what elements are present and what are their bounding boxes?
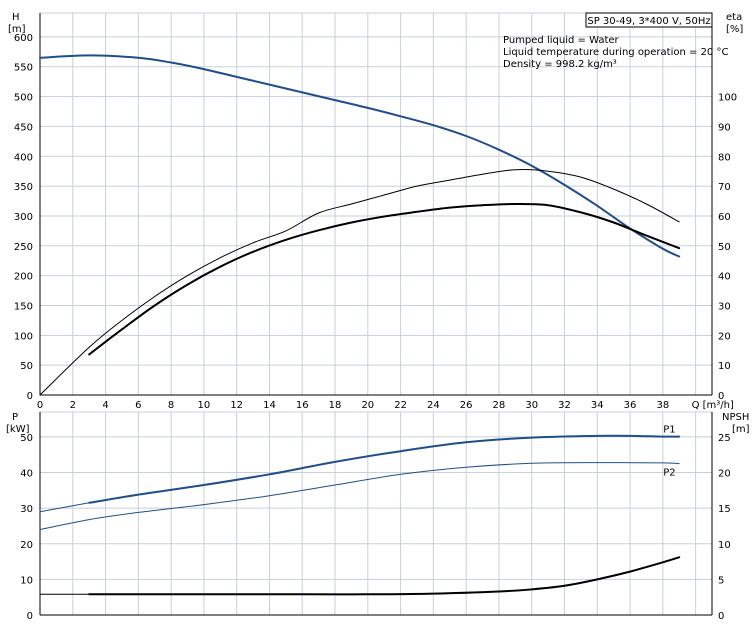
- lower-left-tick-label: 50: [20, 433, 33, 444]
- x-tick-label: 22: [394, 400, 407, 411]
- x-tick-label: 38: [656, 400, 669, 411]
- x-tick-label: 16: [296, 400, 309, 411]
- lower-right-tick-label: 20: [718, 469, 731, 480]
- npsh-curve: [88, 556, 681, 596]
- lower-right-axis-unit: [m]: [732, 424, 750, 435]
- x-tick-label: 6: [135, 400, 141, 411]
- lower-left-tick-label: 30: [20, 504, 33, 515]
- upper-left-tick-label: 300: [14, 212, 33, 223]
- upper-left-tick-label: 0: [27, 391, 33, 402]
- upper-right-tick-label: 40: [718, 272, 731, 283]
- x-tick-label: 12: [230, 400, 243, 411]
- x-tick-label: 4: [102, 400, 108, 411]
- lower-left-tick-label: 0: [27, 611, 33, 622]
- p1-label: P1: [663, 425, 675, 436]
- lower-right-tick-label: 5: [718, 575, 724, 586]
- title-box-text: SP 30-49, 3*400 V, 50Hz: [587, 16, 710, 27]
- p1-power-curve: [88, 434, 681, 504]
- lower-left-axis-title: P: [12, 412, 18, 423]
- lower-right-tick-label: 25: [718, 433, 731, 444]
- upper-left-tick-label: 550: [14, 63, 33, 74]
- upper-right-axis-title: eta: [726, 12, 742, 23]
- upper-left-tick-label: 100: [14, 331, 33, 342]
- x-tick-label: 10: [198, 400, 211, 411]
- liquid-info-line: Liquid temperature during operation = 20…: [503, 47, 728, 58]
- upper-right-tick-label: 60: [718, 212, 731, 223]
- liquid-info-line: Density = 998.2 kg/m³: [503, 59, 617, 70]
- upper-right-axis-unit: [%]: [726, 24, 743, 35]
- x-tick-label: 24: [427, 400, 440, 411]
- x-tick-label: 36: [624, 400, 637, 411]
- x-tick-label: 8: [168, 400, 174, 411]
- upper-right-tick-label: 0: [718, 391, 724, 402]
- x-tick-label: 26: [460, 400, 473, 411]
- upper-left-tick-label: 600: [14, 33, 33, 44]
- lower-right-tick-label: 15: [718, 504, 731, 515]
- x-tick-label: 18: [329, 400, 342, 411]
- upper-right-tick-label: 90: [718, 122, 731, 133]
- lower-left-tick-label: 10: [20, 575, 33, 586]
- x-tick-label: 0: [37, 400, 43, 411]
- lower-left-tick-label: 20: [20, 540, 33, 551]
- p2-label: P2: [663, 468, 675, 479]
- upper-left-axis-title: H: [12, 12, 20, 23]
- x-tick-label: 30: [525, 400, 538, 411]
- upper-right-tick-label: 50: [718, 242, 731, 253]
- x-tick-label: 28: [493, 400, 506, 411]
- x-tick-label: 34: [591, 400, 604, 411]
- upper-left-tick-label: 450: [14, 122, 33, 133]
- p1-extension-curve: [39, 502, 90, 513]
- x-axis-label: Q [m³/h]: [692, 400, 734, 411]
- upper-left-tick-label: 350: [14, 182, 33, 193]
- lower-left-tick-label: 40: [20, 469, 33, 480]
- head-curve: [39, 54, 681, 258]
- efficiency-curve-pump: [88, 202, 681, 356]
- upper-right-tick-label: 20: [718, 331, 731, 342]
- x-tick-label: 14: [263, 400, 276, 411]
- upper-right-tick-label: 80: [718, 152, 731, 163]
- lower-right-tick-label: 10: [718, 540, 731, 551]
- upper-left-tick-label: 400: [14, 152, 33, 163]
- x-tick-label: 2: [70, 400, 76, 411]
- upper-right-tick-label: 100: [718, 93, 737, 104]
- title-box: [585, 12, 713, 28]
- upper-left-tick-label: 250: [14, 242, 33, 253]
- lower-right-axis-title: NPSH: [722, 412, 749, 423]
- x-tick-label: 32: [558, 400, 571, 411]
- lower-left-axis-unit: [kW]: [6, 424, 30, 435]
- liquid-info-line: Pumped liquid = Water: [503, 35, 620, 46]
- p2-power-curve: [39, 462, 680, 530]
- upper-left-axis-unit: [m]: [8, 24, 26, 35]
- upper-left-tick-label: 50: [20, 361, 33, 372]
- upper-right-tick-label: 30: [718, 301, 731, 312]
- upper-left-tick-label: 150: [14, 301, 33, 312]
- upper-right-tick-label: 10: [718, 361, 731, 372]
- lower-right-tick-label: 0: [718, 611, 724, 622]
- upper-left-tick-label: 200: [14, 272, 33, 283]
- x-tick-label: 20: [361, 400, 374, 411]
- efficiency-curve-total: [39, 169, 680, 396]
- upper-left-tick-label: 500: [14, 93, 33, 104]
- upper-right-tick-label: 70: [718, 182, 731, 193]
